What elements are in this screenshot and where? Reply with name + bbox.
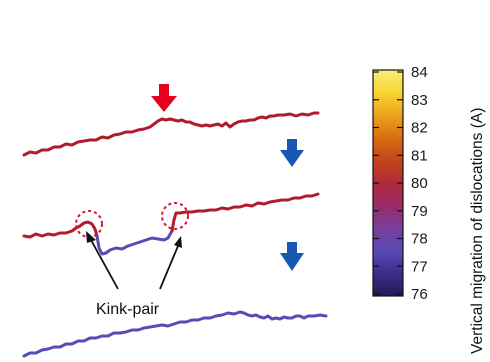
colorbar-tick-label: 83 bbox=[411, 92, 428, 109]
down-arrow-blue-icon bbox=[280, 139, 304, 167]
colorbar-tick-label: 78 bbox=[411, 231, 428, 248]
dislocation-line-2-kink bbox=[95, 229, 174, 256]
down-arrow-red-icon bbox=[151, 84, 177, 112]
kink-pointer-arrows bbox=[86, 231, 182, 290]
colorbar-tick-label: 80 bbox=[411, 175, 428, 192]
kink-pair-label: Kink-pair bbox=[96, 301, 160, 318]
colorbar-tick-label: 76 bbox=[411, 286, 428, 303]
dislocation-line-3 bbox=[22, 310, 328, 358]
colorbar-tick-label: 82 bbox=[411, 120, 428, 137]
dislocation-line-2-right bbox=[170, 192, 320, 233]
colorbar-tick-label: 81 bbox=[411, 147, 428, 164]
dislocation-line-1 bbox=[22, 111, 320, 157]
colorbar-tick-label: 77 bbox=[411, 258, 428, 275]
kink-marker-circle-right bbox=[161, 202, 189, 230]
down-arrow-blue-icon bbox=[280, 242, 304, 271]
colorbar: 84 83 82 81 80 79 78 77 76 bbox=[372, 64, 428, 303]
colorbar-title: Vertical migration of dislocations (A) bbox=[469, 108, 486, 354]
colorbar-tick-label: 84 bbox=[411, 64, 428, 81]
colorbar-tick-label: 79 bbox=[411, 203, 428, 220]
dislocation-line-2-left bbox=[22, 220, 99, 239]
